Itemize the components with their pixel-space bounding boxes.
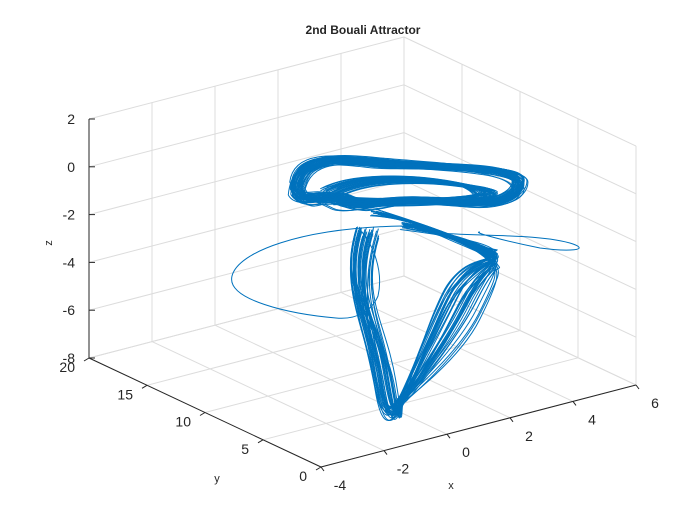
trajectory-transient-left bbox=[231, 225, 403, 319]
trajectory-lobe bbox=[365, 226, 492, 409]
trajectory-loop bbox=[299, 162, 522, 211]
grid-line bbox=[88, 275, 405, 359]
trajectory-transient-right bbox=[401, 225, 580, 251]
y-tick-mark bbox=[141, 384, 148, 389]
axis-lines bbox=[83, 118, 640, 472]
grid-line bbox=[403, 227, 637, 338]
x-tick-mark bbox=[383, 450, 388, 455]
x-tick-label: 6 bbox=[651, 395, 659, 411]
x-tick-label: -2 bbox=[397, 461, 410, 477]
grid-line bbox=[403, 36, 637, 147]
chart-title: 2nd Bouali Attractor bbox=[306, 23, 421, 37]
y-tick-mark bbox=[315, 466, 322, 471]
x-tick-mark bbox=[446, 433, 451, 439]
x-axis-label: x bbox=[448, 480, 454, 492]
x-tick-label: 0 bbox=[462, 444, 470, 460]
trajectory-core bbox=[328, 180, 498, 203]
x-tick-mark bbox=[320, 466, 325, 472]
z-tick-label: 0 bbox=[67, 159, 75, 175]
trajectory-lobe bbox=[371, 229, 498, 416]
y-tick-mark bbox=[257, 439, 264, 444]
y-tick-label: 15 bbox=[117, 386, 133, 402]
z-tick-label: -4 bbox=[63, 254, 76, 270]
x-axis-line bbox=[320, 384, 637, 468]
x-tick-label: 2 bbox=[525, 428, 533, 444]
trajectory-lobe bbox=[363, 224, 494, 413]
y-axis-label: y bbox=[214, 473, 220, 485]
y-tick-label: 10 bbox=[175, 414, 191, 430]
grid-line bbox=[204, 330, 521, 413]
grid-line bbox=[88, 227, 405, 311]
z-tick-label: -8 bbox=[63, 350, 76, 366]
x-tick-labels: -4 -2 0 2 4 6 bbox=[334, 395, 659, 493]
z-tick-label: -6 bbox=[63, 302, 76, 318]
grid-line bbox=[88, 179, 405, 263]
x-tick-mark bbox=[635, 384, 640, 390]
z-axis-label: z bbox=[43, 240, 55, 246]
grid-line bbox=[88, 36, 405, 120]
grid-line bbox=[146, 302, 463, 386]
x-tick-mark bbox=[572, 401, 577, 406]
trajectory-lobe bbox=[363, 225, 491, 409]
grid-line bbox=[262, 357, 579, 441]
grid-line bbox=[88, 84, 405, 168]
z-tick-labels: 2 0 -2 -4 -6 -8 bbox=[63, 111, 76, 366]
z-tick-label: 2 bbox=[67, 111, 75, 127]
y-tick-mark bbox=[199, 412, 206, 416]
attractor-trajectory bbox=[231, 155, 580, 421]
trajectory-core bbox=[334, 181, 495, 205]
y-tick-mark bbox=[83, 357, 90, 362]
x-tick-label: 4 bbox=[588, 411, 596, 427]
x-tick-mark bbox=[509, 417, 514, 423]
y-tick-label: 20 bbox=[59, 359, 75, 375]
y-tick-label: 0 bbox=[299, 468, 307, 484]
grid-line bbox=[88, 132, 405, 216]
y-tick-labels: 0 5 10 15 20 bbox=[59, 359, 307, 484]
y-tick-label: 5 bbox=[241, 441, 249, 457]
z-tick-label: -2 bbox=[63, 207, 76, 223]
grid-line bbox=[403, 84, 637, 195]
trajectory-band bbox=[375, 210, 494, 255]
x-tick-label: -4 bbox=[334, 477, 347, 493]
